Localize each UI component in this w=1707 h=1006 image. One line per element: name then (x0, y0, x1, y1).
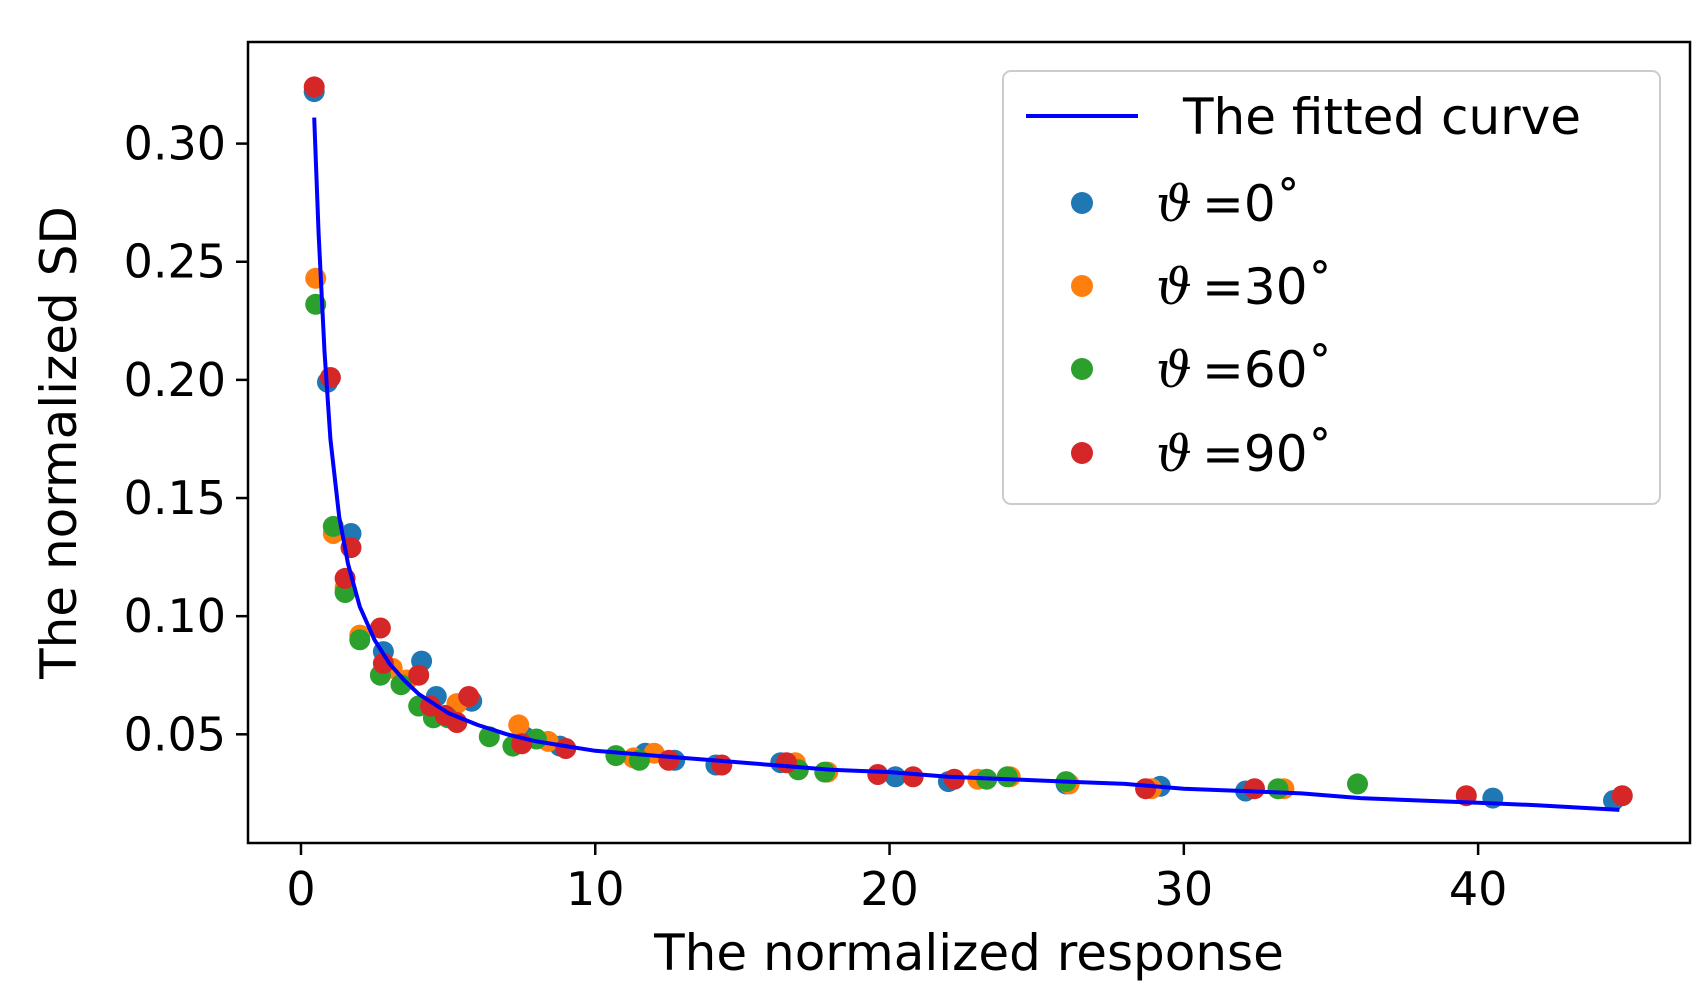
data-point (458, 686, 480, 707)
plot-data (303, 76, 1633, 812)
data-point (814, 761, 836, 783)
x-tick-label: 10 (566, 862, 625, 916)
data-point (1347, 773, 1368, 795)
data-point (369, 617, 391, 639)
x-tick-label: 40 (1449, 862, 1508, 916)
x-tick-label: 0 (286, 862, 315, 916)
y-tick-label: 0.25 (124, 235, 226, 289)
data-point (408, 664, 430, 686)
legend-marker (1071, 442, 1093, 464)
data-point (605, 745, 627, 767)
data-point (658, 749, 680, 771)
legend-symbol: ϑ (1156, 258, 1192, 316)
x-tick-label: 30 (1155, 862, 1214, 916)
data-point (372, 652, 394, 674)
data-point (303, 76, 325, 98)
y-tick-label: 0.30 (124, 117, 226, 171)
data-point (1244, 778, 1265, 800)
y-tick-label: 0.15 (124, 471, 226, 525)
y-axis-label: The normalized SD (30, 206, 88, 680)
legend-item-fitted-curve: The fitted curve (1026, 88, 1581, 146)
data-point (902, 766, 924, 788)
data-point (996, 766, 1018, 788)
legend-marker (1071, 275, 1093, 297)
legend-label: =30˚ (1202, 258, 1333, 316)
legend-box (1002, 70, 1661, 505)
plot-frame (246, 40, 1692, 845)
x-axis-label: The normalized response (653, 924, 1284, 982)
y-tick-label: 0.20 (124, 353, 226, 407)
legend-marker (1071, 192, 1093, 214)
data-point (1611, 785, 1633, 807)
legend-symbol: ϑ (1156, 425, 1192, 483)
data-point (776, 752, 797, 774)
data-point (508, 714, 530, 736)
legend-item-series-3: ϑ =90˚ (1071, 425, 1333, 483)
data-point (349, 629, 371, 651)
data-point (711, 754, 733, 776)
legend-marker (1071, 358, 1093, 380)
legend-label: =60˚ (1202, 341, 1333, 399)
data-point (943, 768, 965, 790)
legend-item-series-2: ϑ =60˚ (1071, 341, 1333, 399)
data-point (1135, 778, 1157, 800)
data-point (319, 367, 341, 388)
data-point (1267, 778, 1289, 800)
legend-label: The fitted curve (1182, 88, 1581, 146)
axes: 0 10 20 30 40 0.05 0.10 0.15 0.20 0.25 0.30 The nor… (30, 40, 1692, 982)
data-point (867, 764, 889, 785)
fitted-curve-line (312, 117, 1620, 812)
x-tick-label: 20 (860, 862, 919, 916)
legend-symbol: ϑ (1156, 341, 1192, 399)
y-tick-label: 0.05 (124, 707, 226, 761)
legend-symbol: ϑ (1156, 175, 1192, 233)
legend-item-series-0: ϑ =0˚ (1071, 175, 1301, 233)
y-tick-label: 0.10 (124, 589, 226, 643)
legend-item-series-1: ϑ =30˚ (1071, 258, 1333, 316)
legend-label: =0˚ (1202, 175, 1301, 233)
legend-label: =90˚ (1202, 425, 1333, 483)
